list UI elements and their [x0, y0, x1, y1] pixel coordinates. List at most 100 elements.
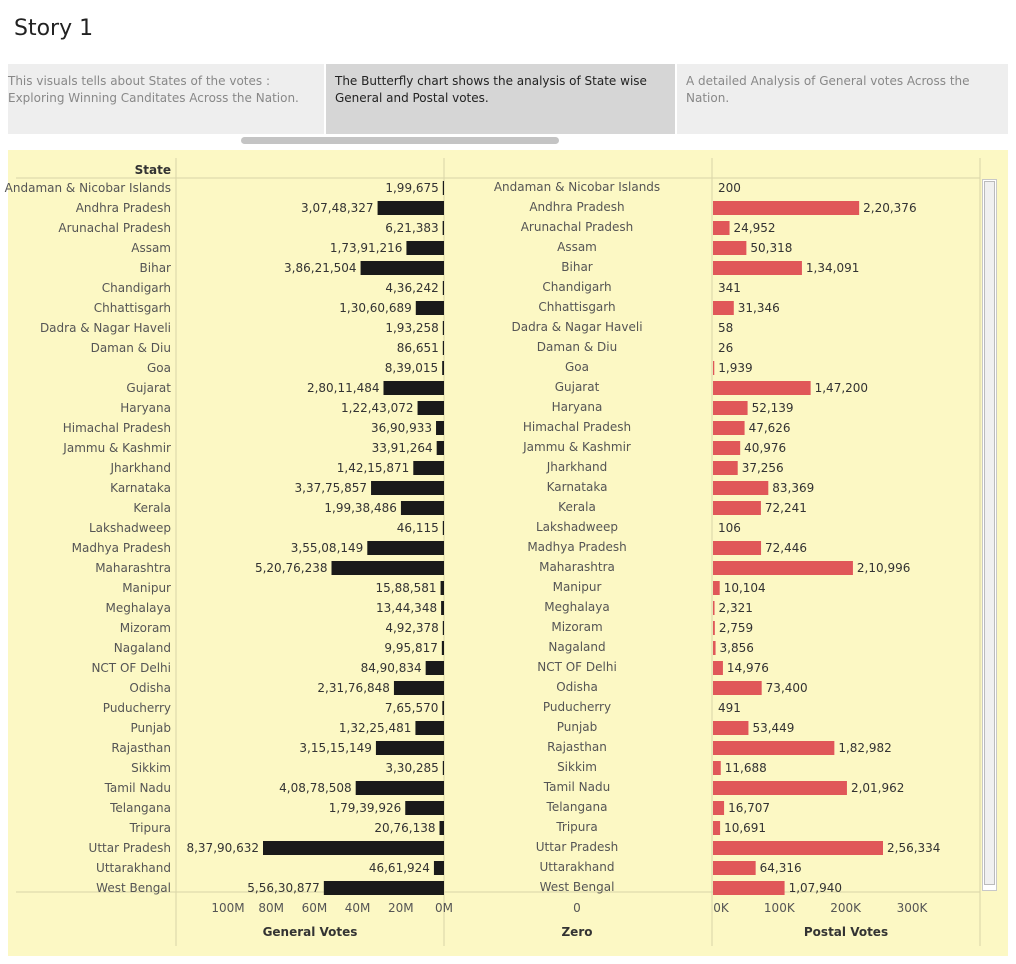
- postal-votes-label: 14,976: [727, 661, 769, 675]
- postal-votes-label: 1,939: [718, 361, 752, 375]
- zero-state-label: Sikkim: [557, 760, 597, 774]
- general-axis-tick: 40M: [345, 901, 371, 915]
- vertical-scrollbar-thumb[interactable]: [984, 181, 995, 885]
- postal-votes-label: 10,104: [724, 581, 766, 595]
- state-label: Meghalaya: [106, 601, 171, 615]
- general-votes-label: 1,93,258: [385, 321, 438, 335]
- postal-votes-bar: [713, 581, 720, 595]
- postal-votes-label: 2,10,996: [857, 561, 910, 575]
- state-label: Andhra Pradesh: [76, 201, 171, 215]
- general-votes-label: 36,90,933: [371, 421, 432, 435]
- postal-votes-bar: [713, 621, 715, 635]
- postal-votes-bar: [713, 781, 847, 795]
- general-votes-bar: [415, 301, 444, 315]
- postal-votes-bar: [713, 421, 745, 435]
- general-votes-bar: [439, 821, 444, 835]
- general-votes-label: 1,73,91,216: [330, 241, 403, 255]
- state-label: Madhya Pradesh: [72, 541, 171, 555]
- postal-votes-bar: [713, 441, 741, 455]
- general-votes-label: 7,65,570: [385, 701, 438, 715]
- story-point-1[interactable]: This visuals tells about States of the v…: [8, 64, 324, 134]
- general-votes-label: 1,30,60,689: [339, 301, 412, 315]
- postal-votes-bar: [713, 301, 734, 315]
- zero-state-label: Odisha: [556, 680, 598, 694]
- zero-state-label: Dadra & Nagar Haveli: [511, 320, 642, 334]
- general-axis-tick: 100M: [211, 901, 244, 915]
- general-votes-bar: [400, 501, 444, 515]
- state-label: Himachal Pradesh: [63, 421, 171, 435]
- zero-state-label: Meghalaya: [544, 600, 609, 614]
- postal-votes-bar: [713, 481, 769, 495]
- general-votes-bar: [441, 601, 444, 615]
- story-point-2[interactable]: The Butterfly chart shows the analysis o…: [326, 64, 675, 134]
- story-point-2-caption: The Butterfly chart shows the analysis o…: [335, 74, 647, 105]
- postal-votes-bar: [713, 601, 715, 615]
- postal-votes-label: 50,318: [750, 241, 792, 255]
- postal-votes-bar: [713, 361, 715, 375]
- general-votes-label: 5,56,30,877: [247, 881, 320, 895]
- state-label: Assam: [131, 241, 171, 255]
- state-label: Tamil Nadu: [104, 781, 171, 795]
- general-votes-bar: [406, 241, 444, 255]
- zero-state-label: Telangana: [546, 800, 608, 814]
- zero-state-label: Himachal Pradesh: [523, 420, 631, 434]
- state-label: Kerala: [133, 501, 171, 515]
- general-votes-label: 8,39,015: [385, 361, 438, 375]
- postal-votes-label: 72,446: [765, 541, 807, 555]
- postal-votes-bar: [713, 221, 730, 235]
- row-header-state: State: [135, 163, 171, 177]
- state-label: Bihar: [140, 261, 172, 275]
- state-label: Uttar Pradesh: [89, 841, 171, 855]
- zero-state-label: Puducherry: [543, 700, 611, 714]
- state-label: Haryana: [120, 401, 171, 415]
- zero-state-label: NCT OF Delhi: [537, 660, 617, 674]
- general-votes-bar: [442, 221, 444, 235]
- postal-votes-label: 52,139: [752, 401, 794, 415]
- postal-votes-label: 16,707: [728, 801, 770, 815]
- zero-state-label: Maharashtra: [539, 560, 615, 574]
- postal-votes-bar: [713, 721, 749, 735]
- postal-votes-bar: [713, 381, 811, 395]
- postal-votes-label: 2,321: [719, 601, 753, 615]
- state-label: Mizoram: [120, 621, 171, 635]
- general-votes-bar: [436, 441, 444, 455]
- postal-votes-bar: [713, 541, 762, 555]
- postal-votes-label: 1,07,940: [789, 881, 842, 895]
- postal-votes-bar: [713, 641, 716, 655]
- postal-votes-label: 3,856: [720, 641, 754, 655]
- general-votes-label: 3,86,21,504: [284, 261, 357, 275]
- postal-votes-bar: [713, 681, 762, 695]
- state-label: West Bengal: [96, 881, 171, 895]
- postal-votes-bar: [713, 241, 747, 255]
- zero-state-label: Chhattisgarh: [538, 300, 615, 314]
- general-votes-label: 2,31,76,848: [317, 681, 390, 695]
- postal-votes-label: 53,449: [752, 721, 794, 735]
- postal-votes-label: 106: [718, 521, 741, 535]
- general-votes-label: 1,22,43,072: [341, 401, 414, 415]
- general-votes-label: 5,20,76,238: [255, 561, 328, 575]
- postal-votes-label: 341: [718, 281, 741, 295]
- postal-axis-tick: 0K: [713, 901, 730, 915]
- general-votes-bar: [436, 421, 444, 435]
- general-votes-label: 86,651: [397, 341, 439, 355]
- postal-votes-label: 64,316: [760, 861, 802, 875]
- general-votes-label: 33,91,264: [372, 441, 433, 455]
- general-axis-tick: 80M: [258, 901, 284, 915]
- general-votes-label: 1,99,675: [385, 181, 438, 195]
- postal-votes-bar: [713, 561, 853, 575]
- story-point-3[interactable]: A detailed Analysis of General votes Acr…: [677, 64, 1008, 134]
- state-label: Andaman & Nicobar Islands: [5, 181, 171, 195]
- state-label: Lakshadweep: [89, 521, 171, 535]
- postal-votes-bar: [713, 401, 748, 415]
- story-tabs: This visuals tells about States of the v…: [8, 64, 1008, 134]
- postal-axis-tick: 300K: [897, 901, 929, 915]
- zero-state-label: Mizoram: [551, 620, 602, 634]
- postal-votes-label: 2,759: [719, 621, 753, 635]
- general-votes-bar: [360, 261, 444, 275]
- story-scrollbar[interactable]: [241, 137, 559, 144]
- postal-axis-tick: 100K: [764, 901, 796, 915]
- state-label: Puducherry: [103, 701, 171, 715]
- vertical-scrollbar[interactable]: [982, 179, 997, 891]
- general-votes-bar: [442, 341, 444, 355]
